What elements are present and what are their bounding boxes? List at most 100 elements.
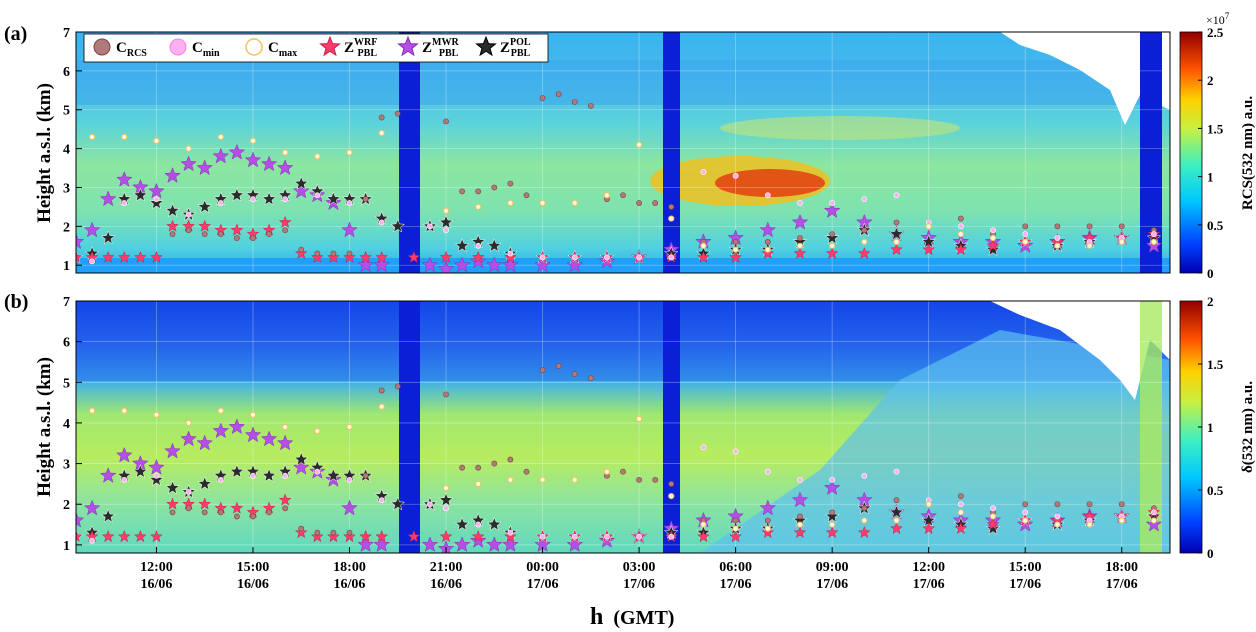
- c-rcs-point: [250, 235, 256, 241]
- panel-a-gap-1: [399, 32, 420, 273]
- pol-point: [824, 508, 840, 523]
- y-tick-label: 4: [63, 417, 70, 432]
- c-rcs-point: [314, 250, 321, 257]
- c-min-point: [957, 223, 964, 230]
- mwr-point: [1145, 237, 1163, 253]
- c-max-point: [1022, 517, 1029, 524]
- c-max-point: [88, 133, 96, 141]
- panel-a-surface-layer: [76, 258, 1170, 273]
- c-rcs-point: [201, 231, 208, 238]
- mwr-point: [598, 532, 616, 548]
- mwr-point: [292, 458, 310, 475]
- c-max-point: [829, 521, 836, 528]
- c-max-point: [893, 517, 900, 524]
- x-tick-time: 18:00: [333, 560, 366, 575]
- panel-a-y-ticks: 1 2 3 4 5 6 7: [63, 26, 82, 274]
- c-min-point: [764, 468, 771, 475]
- mwr-point: [76, 511, 85, 528]
- c-rcs-point: [957, 215, 964, 222]
- c-max-point: [957, 509, 964, 516]
- c-max-point: [346, 423, 353, 431]
- x-tick-date: 17/06: [913, 577, 945, 592]
- c-max-point: [1150, 238, 1158, 246]
- c-max-point: [957, 231, 964, 238]
- wrf-point: [101, 529, 115, 543]
- legend-c-rcs-marker: [93, 38, 111, 56]
- c-rcs-point: [298, 246, 305, 253]
- wrf-point: [375, 529, 389, 543]
- c-rcs-point: [266, 231, 272, 238]
- c-max-point: [1150, 517, 1158, 524]
- x-tick-time: 15:00: [237, 560, 270, 575]
- wrf-point: [278, 493, 292, 506]
- mwr-point: [453, 256, 471, 273]
- wrf-point: [954, 521, 968, 535]
- pol-point: [261, 468, 277, 482]
- c-max-point: [603, 192, 611, 199]
- c-min-point: [990, 227, 996, 234]
- c-min-point: [121, 200, 128, 206]
- legend-c-max-marker: [245, 38, 263, 56]
- c-rcs-point: [571, 371, 578, 378]
- x-axis-label: h (GMT): [590, 604, 674, 630]
- legend-label: ZMWR PBL: [422, 37, 459, 59]
- wrf-point: [890, 242, 903, 256]
- y-tick-label: 3: [63, 181, 70, 196]
- wrf-point: [133, 250, 147, 263]
- wrf-point: [117, 250, 131, 263]
- mwr-point: [357, 536, 374, 552]
- wrf-point: [117, 529, 131, 543]
- wrf-point: [504, 529, 517, 543]
- mwr-point: [116, 170, 133, 187]
- x-tick-date: 17/06: [1106, 577, 1138, 592]
- wrf-point: [407, 250, 421, 263]
- mwr-point: [276, 159, 294, 176]
- mwr-point: [196, 159, 213, 176]
- c-rcs-point: [282, 505, 289, 512]
- x-tick-time: 15:00: [1009, 560, 1042, 575]
- c-rcs-point: [459, 464, 466, 471]
- c-rcs-point: [491, 460, 498, 467]
- c-rcs-point: [233, 235, 240, 241]
- wrf-point: [986, 239, 1000, 252]
- mwr-point: [373, 256, 390, 273]
- wrf-point: [793, 525, 807, 539]
- c-max-point: [282, 423, 289, 431]
- y-tick-label: 1: [63, 539, 70, 554]
- c-max-point: [442, 484, 450, 492]
- wrf-point: [101, 250, 115, 263]
- c-rcs-point: [539, 95, 546, 101]
- wrf-point: [890, 521, 903, 535]
- c-rcs-point: [185, 227, 192, 234]
- c-rcs-point: [330, 250, 337, 257]
- c-rcs-point: [893, 497, 900, 504]
- colorbar-tick-label: 2: [1207, 294, 1214, 309]
- c-rcs-point: [394, 383, 401, 390]
- c-rcs-point: [507, 180, 514, 187]
- c-rcs-point: [652, 200, 659, 206]
- wrf-point: [729, 529, 742, 543]
- c-rcs-point: [169, 509, 176, 516]
- c-min-point: [893, 192, 900, 199]
- c-min-point: [829, 476, 836, 483]
- x-tick-date: 16/06: [140, 577, 172, 592]
- c-min-point: [797, 200, 803, 206]
- mwr-point: [502, 536, 519, 552]
- pol-point: [454, 238, 470, 253]
- x-tick-date: 17/06: [1009, 577, 1041, 592]
- wrf-point: [310, 529, 324, 543]
- c-max-point: [88, 407, 96, 414]
- c-max-point: [121, 407, 128, 414]
- c-min-point: [957, 501, 964, 508]
- pol-point: [486, 238, 502, 253]
- c-max-point: [1086, 521, 1093, 528]
- c-rcs-point: [571, 99, 578, 105]
- mwr-point: [341, 499, 358, 516]
- mwr-point: [469, 532, 487, 548]
- wrf-point: [986, 517, 1000, 531]
- mwr-point: [116, 446, 133, 463]
- c-min-point: [990, 505, 996, 512]
- mwr-point: [759, 499, 777, 516]
- panel-a-field: [76, 32, 1170, 273]
